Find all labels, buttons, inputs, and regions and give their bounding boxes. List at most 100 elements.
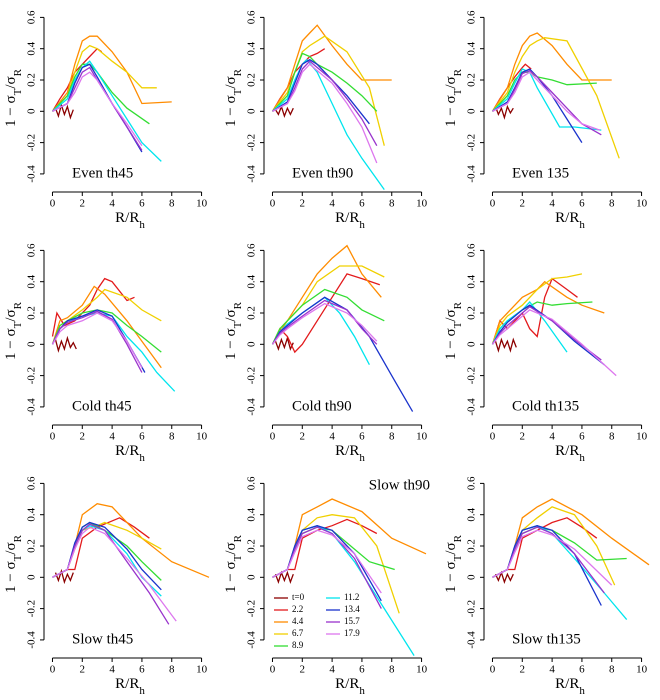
series-line <box>52 66 143 151</box>
x-tick-label: 0 <box>490 664 496 676</box>
y-tick-label: 0.6 <box>466 476 478 490</box>
x-label-part: h <box>359 685 365 697</box>
y-tick-label: 0.6 <box>246 10 258 24</box>
y-tick-label: -0.4 <box>26 165 38 183</box>
y-label-part: /σ <box>223 542 239 554</box>
x-tick-label: 10 <box>196 198 208 210</box>
y-label-part: T <box>452 554 464 561</box>
panel: 0 2 4 6 8 10 -0.4 -0.2 0 0.2 0.4 0.6 R/Rh 1 − σT/σR Sl… <box>443 476 650 697</box>
annotation: Slow th135 <box>512 631 581 647</box>
y-axis-label: 1 − σT/σR <box>3 301 23 360</box>
y-tick-label: 0.4 <box>466 507 478 521</box>
y-tick-label: 0.6 <box>26 243 38 257</box>
y-tick-label: 0.2 <box>466 73 478 87</box>
legend-label: t=0 <box>292 592 305 602</box>
series-line <box>272 63 378 164</box>
y-label-part: R <box>452 68 464 76</box>
series-line <box>51 310 143 373</box>
annotation: Even 135 <box>512 165 569 181</box>
legend-label: 17.9 <box>344 628 360 638</box>
series-line <box>271 299 378 345</box>
y-label-part: /σ <box>3 76 19 88</box>
x-tick-label: 6 <box>359 664 365 676</box>
legend-label: 15.7 <box>344 616 360 626</box>
y-label-part: T <box>12 321 24 328</box>
x-tick-label: 8 <box>389 198 395 210</box>
x-axis-label: R/Rh <box>115 210 145 230</box>
x-tick-label: 0 <box>270 431 276 443</box>
annotation: Cold th90 <box>292 398 352 414</box>
panel: 0 2 4 6 8 10 -0.4 -0.2 0 0.2 0.4 0.6 R/Rh 1 − σT/σR Sl… <box>223 476 430 697</box>
series-line <box>492 69 602 136</box>
x-label-part: h <box>579 219 585 231</box>
y-tick-label: 0.6 <box>26 10 38 24</box>
y-tick-label: 0.4 <box>466 274 478 288</box>
x-label-part: h <box>359 452 365 464</box>
x-tick-label: 6 <box>579 198 585 210</box>
y-label-part: /σ <box>3 309 19 321</box>
y-label-part: /σ <box>443 542 459 554</box>
y-label-part: R <box>12 534 24 542</box>
y-axis-label: 1 − σT/σR <box>223 534 243 593</box>
x-tick-label: 0 <box>270 198 276 210</box>
x-tick-label: 4 <box>329 198 335 210</box>
x-label-part: h <box>139 219 145 231</box>
series-line <box>492 526 605 594</box>
series-line <box>52 517 150 578</box>
x-axis-label: R/Rh <box>335 210 365 230</box>
x-tick-label: 6 <box>579 431 585 443</box>
y-tick-label: -0.2 <box>466 600 478 617</box>
x-label-part: R/R <box>555 676 579 692</box>
y-label-part: 1 − σ <box>223 95 239 127</box>
y-axis-label: 1 − σT/σR <box>3 534 23 593</box>
series-line <box>494 570 514 584</box>
y-tick-label: -0.2 <box>26 367 38 384</box>
x-tick-label: 8 <box>169 198 175 210</box>
x-tick-label: 2 <box>300 198 306 210</box>
y-axis-label: 1 − σT/σR <box>443 301 463 360</box>
x-tick-label: 6 <box>359 198 365 210</box>
x-tick-label: 4 <box>549 664 555 676</box>
y-tick-label: 0.6 <box>466 243 478 257</box>
y-tick-label: 0.6 <box>466 10 478 24</box>
x-label-part: R/R <box>555 210 579 226</box>
y-tick-label: -0.4 <box>26 398 38 416</box>
series-line <box>492 529 613 586</box>
series-line <box>271 244 382 345</box>
y-tick-label: -0.4 <box>246 631 258 649</box>
series-line <box>274 335 294 351</box>
annotation: Cold th135 <box>512 398 579 414</box>
x-axis-label: R/Rh <box>115 443 145 463</box>
y-label-part: /σ <box>443 76 459 88</box>
x-tick-label: 10 <box>416 198 428 210</box>
annotation: Even th45 <box>72 165 133 181</box>
y-tick-label: 0.2 <box>246 306 258 320</box>
series-line <box>51 277 135 337</box>
x-label-part: h <box>139 685 145 697</box>
y-tick-label: 0.2 <box>26 73 38 87</box>
x-tick-label: 2 <box>80 431 86 443</box>
panel: 0 2 4 6 8 10 -0.4 -0.2 0 0.2 0.4 0.6 R/Rh 1 − σT/σR Co… <box>3 243 207 464</box>
series-line <box>51 47 103 112</box>
x-label-part: R/R <box>115 676 139 692</box>
annotation: Cold th45 <box>72 398 132 414</box>
series-line <box>271 302 378 345</box>
panel: 0 2 4 6 8 10 -0.4 -0.2 0 0.2 0.4 0.6 R/Rh 1 − σT/σR Ev… <box>443 10 647 231</box>
y-tick-label: -0.4 <box>246 165 258 183</box>
x-tick-label: 0 <box>50 431 56 443</box>
x-tick-label: 2 <box>520 431 526 443</box>
series-line <box>271 296 370 366</box>
y-tick-label: 0 <box>246 108 258 114</box>
x-tick-label: 8 <box>389 664 395 676</box>
x-label-part: R/R <box>115 210 139 226</box>
y-axis-label: 1 − σT/σR <box>443 68 463 127</box>
series-line <box>54 335 77 353</box>
y-tick-label: 0 <box>466 341 478 347</box>
y-label-part: T <box>232 554 244 561</box>
series-line <box>272 526 382 609</box>
x-tick-label: 2 <box>520 198 526 210</box>
panel: 0 2 4 6 8 10 -0.4 -0.2 0 0.2 0.4 0.6 R/Rh 1 − σT/σR Co… <box>223 243 427 464</box>
series-line <box>274 104 294 118</box>
y-axis-label: 1 − σT/σR <box>223 301 243 360</box>
